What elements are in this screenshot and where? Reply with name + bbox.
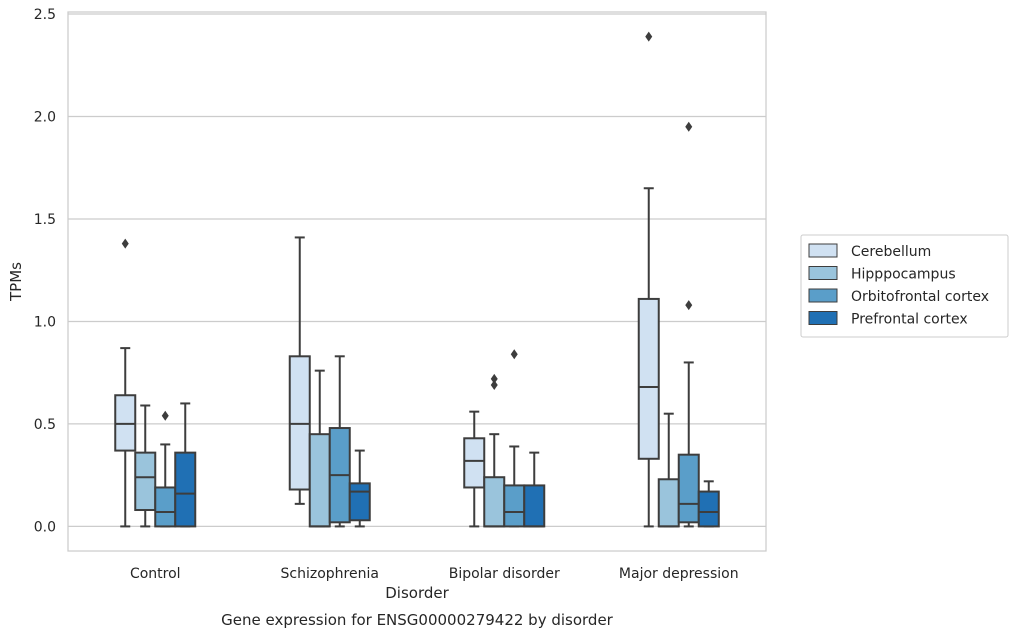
- box-major-depression-cerebellum: [637, 31, 660, 528]
- legend-label: Hipppocampus: [851, 267, 956, 283]
- x-tick-label: Schizophrenia: [281, 566, 379, 582]
- legend-label: Cerebellum: [851, 244, 931, 260]
- x-axis-label: Disorder: [385, 584, 449, 602]
- legend-item: Cerebellum: [808, 243, 931, 260]
- box-body: [503, 484, 526, 528]
- legend-item: Prefrontal cortex: [808, 311, 968, 328]
- chart-caption: Gene expression for ENSG00000279422 by d…: [221, 611, 614, 629]
- outlier-point: [121, 238, 129, 249]
- box-control-cerebellum: [114, 238, 137, 528]
- y-gridlines: [68, 13, 766, 528]
- box-body: [677, 453, 700, 524]
- box-body: [483, 476, 506, 528]
- box-control-prefrontal-cortex: [174, 402, 197, 528]
- box-body: [134, 451, 157, 512]
- box-body: [174, 451, 197, 528]
- box-bipolar-disorder-orbitofrontal-cortex: [503, 349, 526, 528]
- box-major-depression-hipppocampus: [657, 412, 680, 528]
- y-tick-label: 0.5: [34, 417, 56, 433]
- box-bipolar-disorder-prefrontal-cortex: [523, 451, 546, 528]
- x-tick-label: Major depression: [619, 566, 739, 582]
- y-tick-labels: 0.0 0.5 1.0 1.5 2.0 2.5: [34, 7, 56, 535]
- outlier-point: [161, 410, 169, 421]
- box-control-hipppocampus: [134, 404, 157, 528]
- box-body: [523, 484, 546, 528]
- box-major-depression-orbitofrontal-cortex: [677, 121, 700, 528]
- x-tick-label: Bipolar disorder: [449, 566, 560, 582]
- box-body: [288, 355, 311, 491]
- x-tick-label: Control: [130, 566, 181, 582]
- outlier-point: [685, 300, 693, 311]
- box-series: [114, 31, 720, 528]
- outlier-point: [685, 121, 693, 132]
- box-bipolar-disorder-cerebellum: [463, 410, 486, 528]
- legend-items: Cerebellum Hipppocampus Orbitofrontal cort…: [808, 243, 989, 328]
- box-body: [348, 482, 371, 522]
- box-major-depression-prefrontal-cortex: [697, 480, 720, 528]
- outlier-point: [645, 31, 653, 42]
- y-tick-label: 2.5: [34, 7, 56, 23]
- box-body: [657, 478, 680, 528]
- x-tick-labels: Control Schizophrenia Bipolar disorder Majo…: [130, 566, 739, 582]
- legend-swatch: [808, 266, 838, 280]
- outlier-point: [510, 349, 518, 360]
- box-schizophrenia-prefrontal-cortex: [348, 449, 371, 528]
- box-body: [154, 486, 177, 528]
- legend-swatch: [808, 311, 838, 325]
- y-tick-label: 1.0: [34, 314, 56, 330]
- outlier-point: [490, 373, 498, 384]
- legend: Cerebellum Hipppocampus Orbitofrontal cort…: [800, 234, 1009, 338]
- box-body: [463, 437, 486, 489]
- box-body: [308, 433, 331, 528]
- box-bipolar-disorder-hipppocampus: [483, 373, 506, 528]
- legend-frame: [800, 234, 1009, 338]
- legend-label: Orbitofrontal cortex: [851, 289, 989, 305]
- box-schizophrenia-cerebellum: [288, 236, 311, 505]
- legend-swatch: [808, 288, 838, 303]
- box-control-orbitofrontal-cortex: [154, 410, 177, 528]
- box-body: [697, 490, 720, 528]
- y-tick-label: 1.5: [34, 212, 56, 228]
- box-schizophrenia-hipppocampus: [308, 369, 331, 528]
- legend-swatch: [808, 243, 838, 258]
- y-tick-label: 2.0: [34, 110, 56, 126]
- plot-area-frame: [67, 11, 767, 552]
- outlier-point: [490, 379, 498, 390]
- legend-item: Orbitofrontal cortex: [808, 288, 989, 305]
- box-body: [114, 394, 137, 452]
- y-axis-label: TPMs: [7, 262, 25, 302]
- legend-label: Prefrontal cortex: [851, 312, 968, 328]
- box-body: [637, 297, 660, 460]
- legend-item: Hipppocampus: [808, 266, 956, 283]
- box-schizophrenia-orbitofrontal-cortex: [328, 355, 351, 528]
- y-tick-label: 0.0: [34, 519, 56, 535]
